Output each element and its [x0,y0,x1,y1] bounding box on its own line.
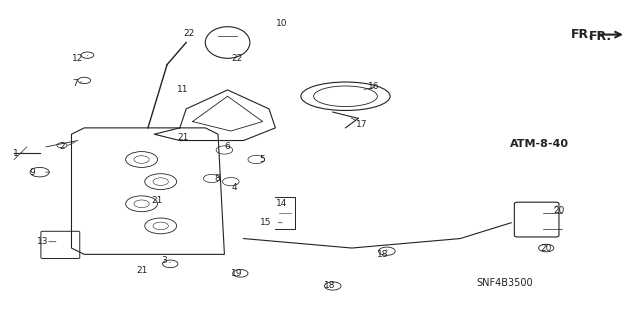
Text: 20: 20 [553,206,564,215]
Text: 9: 9 [29,168,35,177]
Text: 16: 16 [369,82,380,91]
Text: 19: 19 [232,269,243,278]
Text: 11: 11 [177,85,189,94]
Text: ATM-8-40: ATM-8-40 [510,139,570,149]
Text: 22: 22 [232,54,243,63]
Text: FR.: FR. [589,30,612,43]
Text: FR.: FR. [571,28,594,41]
Text: 20: 20 [541,243,552,253]
Text: 12: 12 [72,54,84,63]
Text: 2: 2 [59,142,65,151]
Text: 21: 21 [136,266,147,275]
Text: 18: 18 [377,250,388,259]
Text: 4: 4 [231,183,237,192]
Text: 21: 21 [177,133,189,142]
Text: 22: 22 [184,28,195,38]
Text: 8: 8 [214,174,220,183]
Text: 18: 18 [324,281,335,291]
Text: 6: 6 [225,142,230,151]
Text: 14: 14 [276,199,287,208]
Text: 21: 21 [152,196,163,205]
Text: 15: 15 [260,218,271,227]
Text: 10: 10 [276,19,287,28]
Text: 17: 17 [356,120,367,129]
Text: 7: 7 [72,79,77,88]
Text: 5: 5 [260,155,266,164]
Text: 13: 13 [37,237,49,246]
Text: 1: 1 [13,149,19,158]
Text: 3: 3 [161,256,167,265]
Text: SNF4B3500: SNF4B3500 [477,278,533,288]
